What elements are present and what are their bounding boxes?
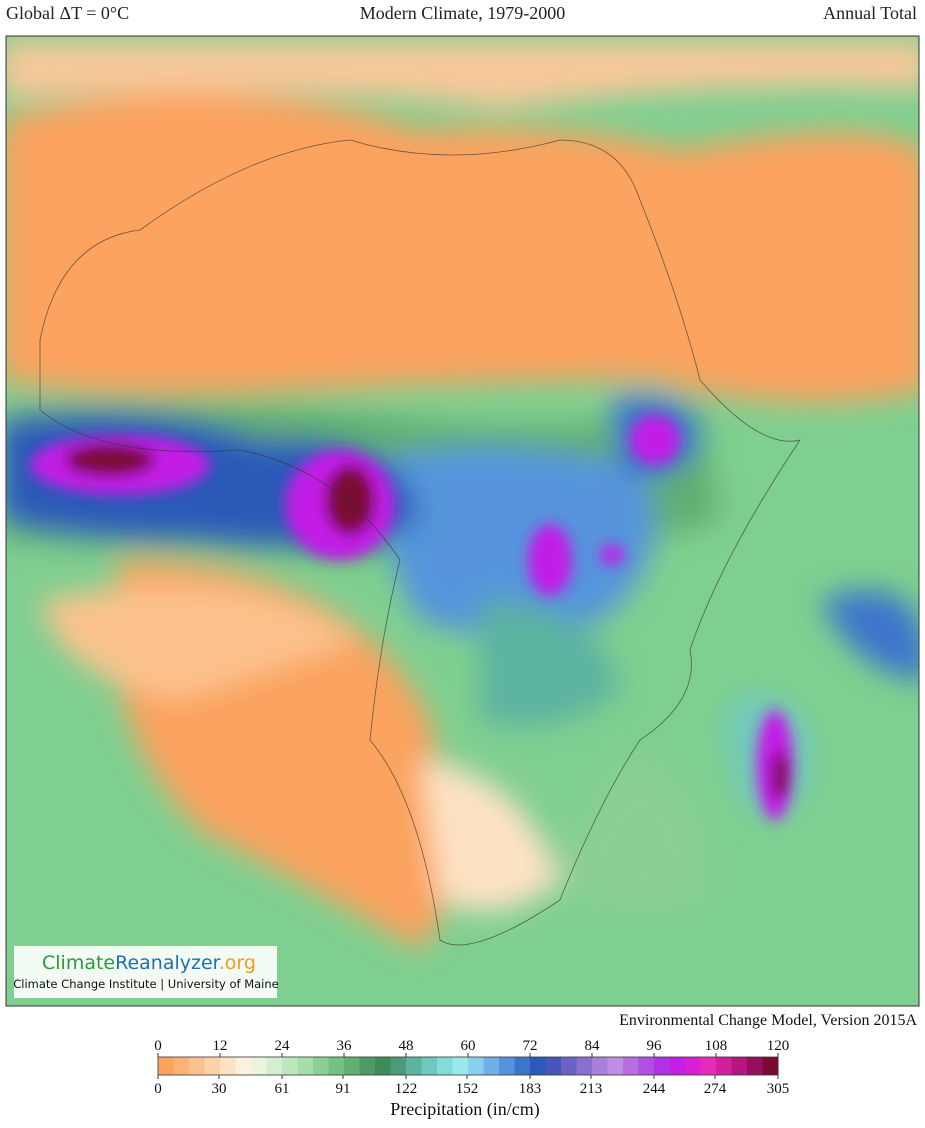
tick-label-cm: 213	[580, 1081, 603, 1097]
tick-label-in: 120	[767, 1038, 790, 1054]
colorbar-swatch	[561, 1057, 577, 1075]
colorbar-swatch	[747, 1057, 763, 1075]
legend-label: Precipitation (in/cm)	[390, 1099, 539, 1120]
colorbar-swatch	[669, 1057, 686, 1075]
tick-label-in: 108	[705, 1038, 728, 1054]
tick-label-cm: 30	[211, 1081, 226, 1097]
tick-label-in: 84	[585, 1038, 601, 1054]
logo-box	[14, 946, 277, 998]
colorbar-swatch	[390, 1057, 407, 1075]
colorbar-swatch	[158, 1057, 174, 1075]
colorbar-swatch	[716, 1057, 732, 1075]
colorbar-swatch	[576, 1057, 593, 1075]
header-center: Modern Climate, 1979-2000	[359, 3, 566, 23]
colorbar-swatch	[638, 1057, 655, 1075]
tick-label-in: 60	[461, 1038, 476, 1054]
colorbar-swatch	[468, 1057, 484, 1075]
header-right: Annual Total	[823, 3, 917, 23]
logo: ClimateReanalyzer.org	[42, 952, 256, 974]
colorbar-swatch	[483, 1057, 500, 1075]
colorbar-swatch	[452, 1057, 469, 1075]
colorbar-swatch	[514, 1057, 531, 1075]
colorbar-swatch	[173, 1057, 190, 1075]
colorbar-swatch	[282, 1057, 298, 1075]
tick-label-cm: 61	[275, 1081, 290, 1097]
colorbar-swatch	[313, 1057, 329, 1075]
colorbar-swatch	[700, 1057, 717, 1075]
logo-climate: Climate	[42, 952, 115, 974]
tick-label-in: 12	[213, 1038, 228, 1054]
colorbar-swatch	[297, 1057, 314, 1075]
colorbar-swatch	[421, 1057, 438, 1075]
colorbar-swatch	[375, 1057, 391, 1075]
colorbar-swatch	[762, 1057, 779, 1075]
tick-label-cm: 274	[704, 1081, 727, 1097]
colorbar-swatch	[623, 1057, 639, 1075]
tick-label-cm: 152	[456, 1081, 479, 1097]
colorbar-swatch	[437, 1057, 453, 1075]
tick-label-in: 96	[647, 1038, 663, 1054]
precipitation-map	[6, 36, 919, 1006]
tick-label-in: 72	[523, 1038, 538, 1054]
colorbar-swatch	[251, 1057, 267, 1075]
tick-label-cm: 183	[519, 1081, 542, 1097]
colorbar: 0 12 24 36 48 60 72 84 96 108 120 0 30 61 91 122 152 183 2…	[154, 1038, 789, 1097]
tick-label-cm: 91	[335, 1081, 350, 1097]
colorbar-swatch	[204, 1057, 221, 1075]
colorbar-swatch	[220, 1057, 236, 1075]
colorbar-swatch	[607, 1057, 624, 1075]
tick-label-cm: 305	[767, 1081, 790, 1097]
tick-label-in: 24	[275, 1038, 291, 1054]
colorbar-swatch	[592, 1057, 608, 1075]
colorbar-swatch	[406, 1057, 422, 1075]
colorbar-swatch	[530, 1057, 546, 1075]
colorbar-swatch	[235, 1057, 252, 1075]
footer: Environmental Change Model, Version 2015…	[619, 1012, 917, 1029]
logo-reanalyzer: Reanalyzer	[115, 952, 221, 974]
colorbar-swatch	[189, 1057, 205, 1075]
tick-label-cm: 122	[395, 1081, 418, 1097]
colorbar-swatch	[654, 1057, 670, 1075]
tick-label-in: 36	[337, 1038, 353, 1054]
tick-label-cm: 244	[643, 1081, 666, 1097]
colorbar-swatch	[359, 1057, 376, 1075]
colorbar-swatch	[685, 1057, 701, 1075]
coastline	[39, 139, 801, 946]
colorbar-swatch	[266, 1057, 283, 1075]
tick-label-cm: 0	[154, 1081, 162, 1097]
colorbar-swatch	[731, 1057, 748, 1075]
tick-label-in: 48	[399, 1038, 414, 1054]
colorbar-swatch	[545, 1057, 562, 1075]
logo-subtitle: Climate Change Institute | University of…	[13, 977, 278, 991]
map-frame	[5, 35, 920, 1007]
logo-org: .org	[219, 952, 256, 974]
colorbar-swatch	[344, 1057, 360, 1075]
tick-label-in: 0	[154, 1038, 162, 1054]
header-left: Global ΔT = 0°C	[6, 3, 130, 23]
colorbar-swatch	[328, 1057, 345, 1075]
colorbar-swatch	[499, 1057, 515, 1075]
